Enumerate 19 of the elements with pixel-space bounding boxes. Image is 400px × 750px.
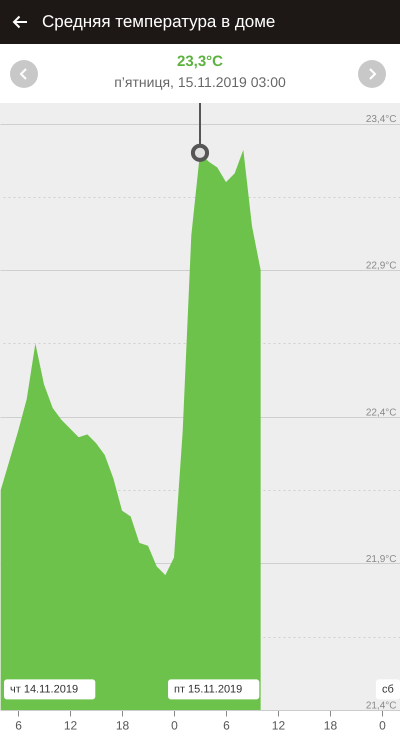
y-tick-label: 21,4°C [366, 700, 396, 712]
x-tick-label: 18 [116, 718, 130, 732]
y-tick-label: 22,9°C [366, 260, 396, 272]
x-tick-label: 0 [379, 718, 386, 732]
chart-title: Средняя температура в доме [42, 12, 276, 32]
annotation: чт 14.11.2019 [10, 683, 78, 696]
x-tick-label: 12 [64, 718, 78, 732]
y-tick-label: 23,4°C [366, 114, 396, 126]
y-tick-label: 21,9°C [366, 554, 396, 565]
annotation: сб [382, 683, 394, 696]
x-tick-label: 12 [272, 718, 286, 732]
x-tick-label: 18 [324, 718, 338, 732]
y-tick-label: 22,4°C [366, 407, 396, 418]
annotation: пт 15.11.2019 [174, 683, 242, 696]
annotation: п’ятниця, 15.11.2019 03:00 [113, 74, 287, 90]
text: 23,3°C [176, 53, 224, 70]
x-tick-label: 6 [223, 718, 230, 732]
x-tick-label: 0 [171, 718, 178, 732]
x-tick-label: 6 [15, 718, 22, 732]
